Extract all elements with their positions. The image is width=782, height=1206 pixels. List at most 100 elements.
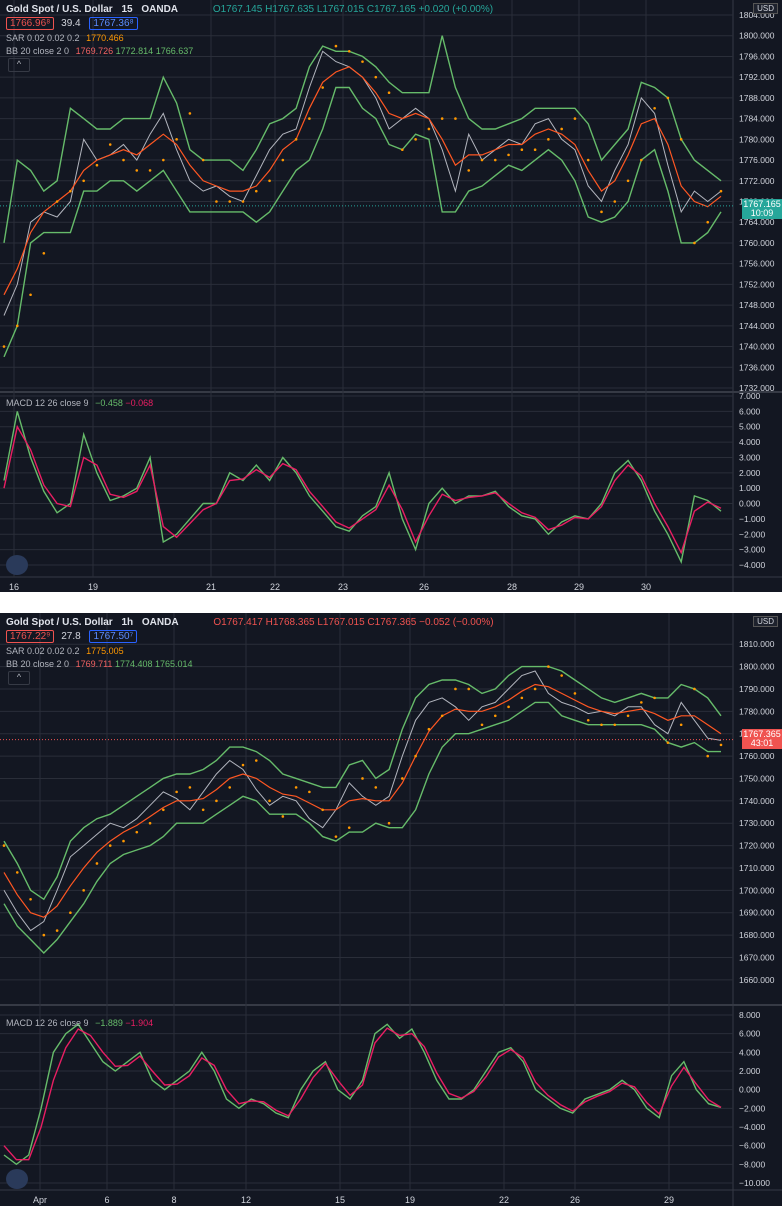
time-tick-label: 30 <box>641 582 651 592</box>
sar-legend[interactable]: SAR 0.02 0.02 0.2 1770.466 <box>6 33 124 43</box>
sar-dot <box>666 741 670 744</box>
time-tick-label: 29 <box>664 1195 674 1205</box>
chart-canvas-1h[interactable]: 1810.0001800.0001790.0001780.0001770.000… <box>0 613 782 1206</box>
bb-legend[interactable]: BB 20 close 2 0 1769.726 1772.814 1766.6… <box>6 46 193 56</box>
sar-dot <box>42 252 46 255</box>
time-tick-label: 6 <box>104 1195 109 1205</box>
time-tick-label: 26 <box>419 582 429 592</box>
collapse-legend-button[interactable]: ^ <box>8 58 30 72</box>
bid-ask-row: 1767.22⁹ 27.8 1767.50⁷ <box>6 630 141 643</box>
price-tick-label: 1780.000 <box>739 134 775 144</box>
time-tick-label: 16 <box>9 582 19 592</box>
sar-dot <box>162 808 165 812</box>
sell-button[interactable]: 1766.96⁸ <box>6 17 55 30</box>
sar-dot <box>374 75 378 79</box>
price-tick-label: 1756.000 <box>739 259 775 269</box>
sar-dot <box>95 163 99 167</box>
sar-dot <box>533 148 537 151</box>
sar-label: SAR 0.02 0.02 0.2 <box>6 33 80 43</box>
ohlc-low: L1767.015 <box>316 4 365 15</box>
sar-dot <box>15 324 19 328</box>
sar-dot <box>175 790 178 794</box>
macd-tick-label: −10.000 <box>739 1178 770 1188</box>
sar-dot <box>613 723 617 727</box>
macd-tick-label: 7.000 <box>739 391 761 401</box>
price-tick-label: 1796.000 <box>739 51 775 61</box>
sar-dot <box>308 117 311 120</box>
sar-dot <box>228 200 232 203</box>
price-tick-label: 1752.000 <box>739 279 775 289</box>
bb-mid-value: 1769.711 <box>75 659 113 669</box>
broker-label: OANDA <box>141 4 179 15</box>
macd-tick-label: −2.000 <box>739 529 766 539</box>
sar-dot <box>2 844 6 847</box>
sar-dot <box>321 86 324 89</box>
macd-tick-label: 8.000 <box>739 1010 761 1020</box>
interval-label[interactable]: 1h <box>121 617 134 628</box>
tradingview-logo-icon[interactable] <box>6 555 28 575</box>
bb-upper-band <box>3 665 722 901</box>
macd-legend[interactable]: MACD 12 26 close 9 −0.458 −0.068 <box>6 398 153 408</box>
currency-label[interactable]: USD <box>753 616 778 627</box>
sell-button[interactable]: 1767.22⁹ <box>6 630 55 643</box>
ohlc-change: +0.020 (+0.00%) <box>418 4 494 15</box>
chart-canvas-15m[interactable]: 1804.000 1800.000 1796.000 1792.000 1788.000… <box>0 0 782 592</box>
bb-upper-value: 1772.814 <box>115 46 154 56</box>
sar-dot <box>29 897 32 901</box>
price-tick-label: 1730.000 <box>739 818 775 828</box>
buy-button[interactable]: 1767.50⁷ <box>89 630 138 643</box>
last-price-tag: 1767.365 43:01 <box>742 729 782 749</box>
spread-value: 39.4 <box>61 18 81 29</box>
price-tick-label: 1740.000 <box>739 796 775 806</box>
bb-upper-band <box>3 35 722 244</box>
sar-dot <box>122 158 125 162</box>
sar-dot <box>706 754 710 758</box>
macd-tick-label: 6.000 <box>739 406 761 416</box>
price-tick-label: 1810.000 <box>739 639 775 649</box>
macd-legend[interactable]: MACD 12 26 close 9 −1.889 −1.904 <box>6 1018 153 1028</box>
macd-tick-label: −8.000 <box>739 1159 766 1169</box>
sar-dot <box>693 687 696 691</box>
buy-button[interactable]: 1767.36⁸ <box>89 17 138 30</box>
ohlc-low: L1767.015 <box>317 617 365 628</box>
price-tick-label: 1788.000 <box>739 93 775 103</box>
sar-dot <box>82 179 85 183</box>
macd-line <box>3 411 722 565</box>
interval-label[interactable]: 15 <box>121 4 133 15</box>
collapse-legend-button[interactable]: ^ <box>8 671 30 685</box>
sar-dot <box>254 189 258 193</box>
chart-panel-1h[interactable]: 1810.0001800.0001790.0001780.0001770.000… <box>0 613 782 1206</box>
sar-dot <box>268 179 271 183</box>
sar-dot <box>719 743 723 747</box>
sar-dot <box>586 718 590 722</box>
sar-dot <box>122 839 125 843</box>
macd-tick-label: −6.000 <box>739 1141 766 1151</box>
sar-dot <box>560 127 563 131</box>
sar-dot <box>148 821 152 825</box>
sar-dot <box>108 143 112 146</box>
sar-dot <box>347 826 351 829</box>
sar-dot <box>241 763 245 767</box>
sar-dot <box>467 687 471 691</box>
macd-tick-label: −4.000 <box>739 1122 766 1132</box>
time-tick-label: 19 <box>88 582 98 592</box>
bb-label: BB 20 close 2 0 <box>6 46 70 56</box>
price-tick-label: 1710.000 <box>739 863 775 873</box>
chart-panel-15m[interactable]: 1804.000 1800.000 1796.000 1792.000 1788.000… <box>0 0 782 592</box>
sar-dot <box>414 138 417 141</box>
price-tick-label: 1744.000 <box>739 321 775 331</box>
sar-dot <box>560 674 563 677</box>
macd-tick-label: −2.000 <box>739 1103 766 1113</box>
sar-legend[interactable]: SAR 0.02 0.02 0.2 1775.005 <box>6 646 124 656</box>
price-tick-label: 1792.000 <box>739 72 775 82</box>
price-tick-label: 1680.000 <box>739 930 775 940</box>
currency-label[interactable]: USD <box>753 3 778 14</box>
bb-legend[interactable]: BB 20 close 2 0 1769.711 1774.408 1765.0… <box>6 659 193 669</box>
sar-dot <box>626 714 630 718</box>
tradingview-logo-icon[interactable] <box>6 1169 28 1189</box>
ohlc-open: O1767.417 <box>213 617 263 628</box>
ohlc-close: C1767.165 <box>366 4 416 15</box>
bb-basis-line <box>3 683 722 918</box>
sar-dot <box>427 727 431 731</box>
price-tick-label: 1790.000 <box>739 684 775 694</box>
